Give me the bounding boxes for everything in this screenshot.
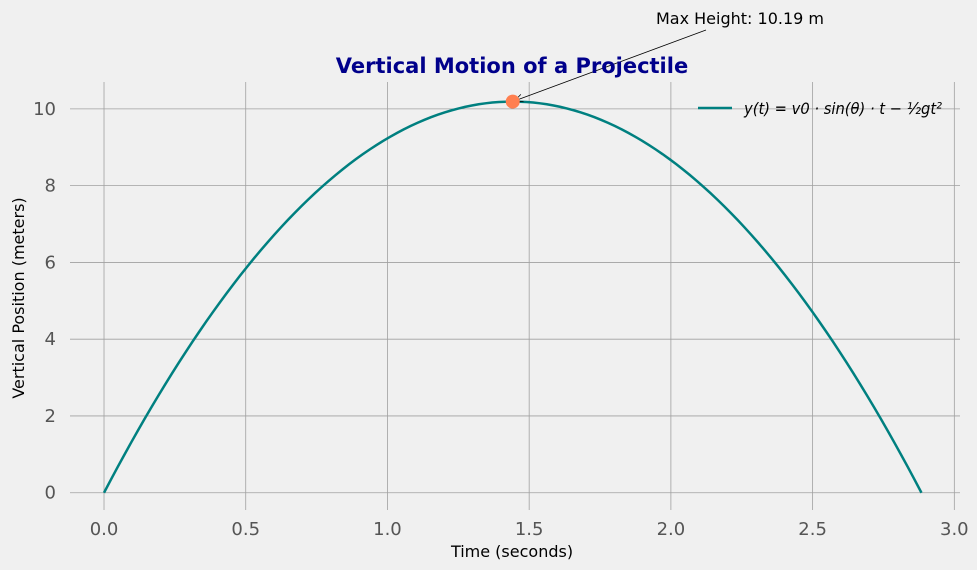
x-tick-label: 2.0	[657, 519, 686, 540]
y-tick-labels: 0 2 4 6 8 10	[33, 99, 56, 504]
x-tick-label: 1.5	[515, 519, 544, 540]
y-tick-label: 6	[45, 252, 56, 273]
x-tick-labels: 0.0 0.5 1.0 1.5 2.0 2.5 3.0	[90, 519, 969, 540]
x-tick-label: 1.0	[373, 519, 402, 540]
legend: y(t) = v0 · sin(θ) · t − ½gt²	[698, 99, 943, 118]
max-height-marker	[505, 94, 520, 109]
y-tick-label: 0	[45, 483, 56, 504]
y-tick-label: 10	[33, 99, 56, 120]
x-tick-label: 2.5	[798, 519, 827, 540]
y-tick-label: 4	[45, 329, 56, 350]
chart-title: Vertical Motion of a Projectile	[336, 54, 688, 78]
legend-label: y(t) = v0 · sin(θ) · t − ½gt²	[743, 99, 942, 118]
x-tick-label: 0.5	[231, 519, 260, 540]
y-axis-label: Vertical Position (meters)	[9, 197, 28, 398]
x-tick-label: 0.0	[90, 519, 119, 540]
annotation-text: Max Height: 10.19 m	[656, 9, 824, 28]
x-axis-label: Time (seconds)	[450, 542, 573, 561]
y-tick-label: 2	[45, 406, 56, 427]
x-tick-label: 3.0	[940, 519, 969, 540]
grid-lines	[70, 82, 960, 510]
y-tick-label: 8	[45, 176, 56, 197]
annotation-arrow	[514, 29, 707, 102]
